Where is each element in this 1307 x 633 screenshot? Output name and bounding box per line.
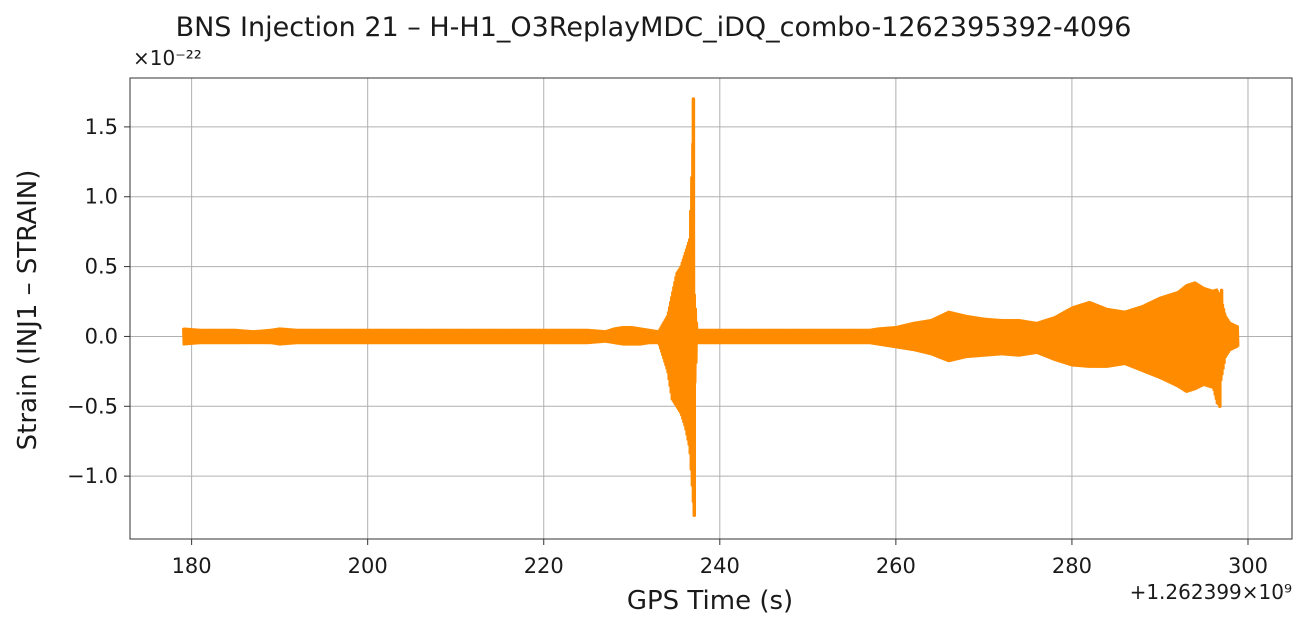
- plot-area: [182, 97, 1240, 518]
- y-tick-label: −0.5: [67, 394, 118, 418]
- strain-series-line: [182, 109, 1240, 504]
- grid-lines: [130, 78, 1292, 539]
- x-tick-label: 260: [876, 554, 916, 578]
- chart-title: BNS Injection 21 – H-H1_O3ReplayMDC_iDQ_…: [175, 12, 1132, 43]
- x-tick-label: 240: [700, 554, 740, 578]
- plot-frame: [129, 77, 1293, 540]
- y-tick-label: 1.5: [85, 115, 118, 139]
- x-tick-label: 180: [172, 554, 212, 578]
- y-tick-label: 1.0: [85, 185, 118, 209]
- x-axis-label: GPS Time (s): [626, 586, 794, 616]
- y-tick-label: −1.0: [67, 464, 118, 488]
- x-tick-label: 220: [524, 554, 564, 578]
- y-tick-label: 0.0: [85, 324, 118, 348]
- x-tick-label: 280: [1052, 554, 1092, 578]
- x-tick-label: 300: [1228, 554, 1268, 578]
- y-axis-scale-label: ×10⁻²²: [133, 46, 202, 70]
- x-axis-offset-label: +1.262399×10⁹: [1129, 580, 1292, 604]
- axes: 180 200 220 240 260 280 300 −1.0 −0.5 0.0 0.5 1.0 1.…: [67, 77, 1293, 578]
- x-tick-label: 200: [348, 554, 388, 578]
- y-axis-label: Strain (INJ1 – STRAIN): [13, 169, 43, 451]
- y-tick-label: 0.5: [85, 255, 118, 279]
